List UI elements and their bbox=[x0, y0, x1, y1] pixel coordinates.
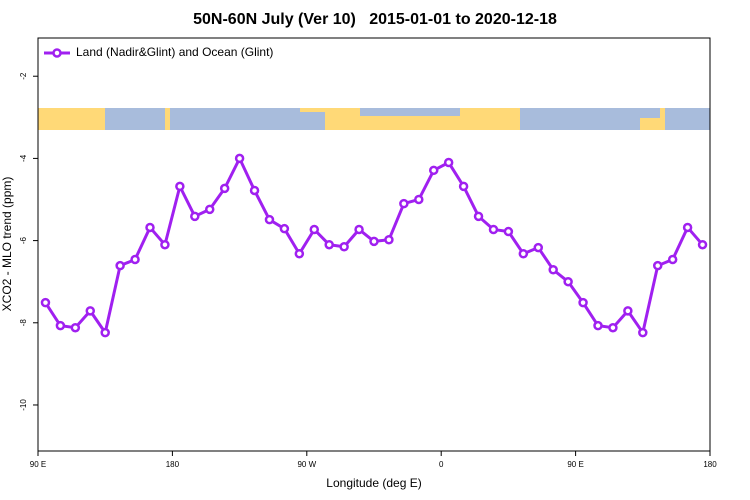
data-point bbox=[234, 153, 245, 164]
data-point bbox=[175, 181, 185, 192]
y-tick-label: -10 bbox=[19, 399, 28, 411]
x-tick-label: 90 E bbox=[567, 460, 583, 469]
data-point bbox=[428, 165, 439, 176]
data-point bbox=[503, 226, 514, 237]
data-point bbox=[249, 185, 260, 196]
data-point bbox=[130, 254, 140, 265]
plot-frame bbox=[37, 37, 711, 452]
data-point bbox=[458, 181, 469, 192]
data-point bbox=[667, 254, 678, 265]
data-point bbox=[55, 320, 66, 331]
data-point bbox=[219, 183, 230, 194]
data-point bbox=[100, 327, 110, 338]
data-point bbox=[638, 327, 648, 338]
data-point bbox=[697, 239, 708, 250]
data-point bbox=[593, 320, 603, 331]
x-tick-label: 180 bbox=[703, 460, 717, 469]
data-point bbox=[384, 235, 394, 245]
x-tick-label: 180 bbox=[166, 460, 180, 469]
data-point bbox=[85, 306, 96, 316]
y-tick-label: -8 bbox=[19, 319, 28, 327]
x-axis-title: Longitude (deg E) bbox=[326, 476, 421, 490]
data-point bbox=[399, 198, 409, 209]
data-point bbox=[578, 297, 588, 308]
data-point bbox=[309, 224, 320, 235]
data-point bbox=[70, 322, 81, 333]
y-tick-label: -2 bbox=[19, 72, 28, 80]
x-tick-label: 90 W bbox=[297, 460, 316, 469]
data-point bbox=[40, 297, 51, 308]
data-point bbox=[264, 214, 275, 225]
data-point bbox=[623, 306, 633, 316]
legend-label: Land (Nadir&Glint) and Ocean (Glint) bbox=[76, 45, 273, 59]
data-point bbox=[339, 242, 349, 252]
data-point bbox=[369, 236, 379, 247]
data-point bbox=[324, 239, 334, 250]
data-point bbox=[488, 224, 499, 235]
chart-title: 50N-60N July (Ver 10) 2015-01-01 to 2020… bbox=[193, 11, 557, 28]
data-point bbox=[115, 260, 125, 271]
data-point bbox=[652, 260, 663, 271]
data-point bbox=[548, 265, 558, 275]
data-point bbox=[563, 276, 573, 287]
data-point bbox=[354, 224, 364, 235]
data-point bbox=[204, 204, 215, 215]
data-point bbox=[443, 157, 454, 168]
data-point bbox=[145, 222, 155, 233]
data-point bbox=[518, 248, 529, 259]
data-point bbox=[682, 222, 693, 233]
x-tick-label: 90 E bbox=[30, 460, 46, 469]
legend-marker bbox=[52, 48, 62, 58]
data-point bbox=[160, 239, 170, 250]
data-point bbox=[279, 223, 290, 234]
y-axis-title: XCO2 - MLO trend (ppm) bbox=[0, 177, 14, 312]
x-tick-label: 0 bbox=[439, 460, 444, 469]
data-point bbox=[294, 248, 305, 259]
y-tick-label: -6 bbox=[19, 236, 28, 244]
y-tick-label: -4 bbox=[19, 154, 28, 162]
data-point bbox=[414, 194, 424, 205]
data-point bbox=[533, 242, 544, 253]
data-point bbox=[190, 211, 200, 222]
data-point bbox=[473, 211, 484, 222]
data-point bbox=[608, 322, 618, 333]
map-strip bbox=[38, 108, 710, 130]
